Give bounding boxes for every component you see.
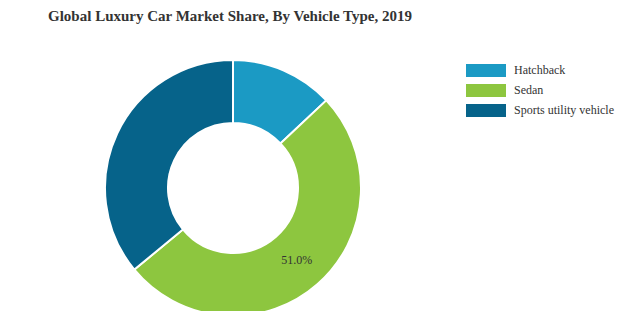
html-text:Sedan: Sedan (514, 82, 544, 97)
html-text:Sports utility vehicle: Sports utility vehicle (514, 102, 614, 117)
html-text:Global Luxury Car Market Share: Global Luxury Car Market Share, By Vehic… (48, 8, 412, 24)
html-text:Hatchback: Hatchback (514, 62, 566, 77)
svg-text:51.0%: 51.0% (281, 253, 312, 267)
